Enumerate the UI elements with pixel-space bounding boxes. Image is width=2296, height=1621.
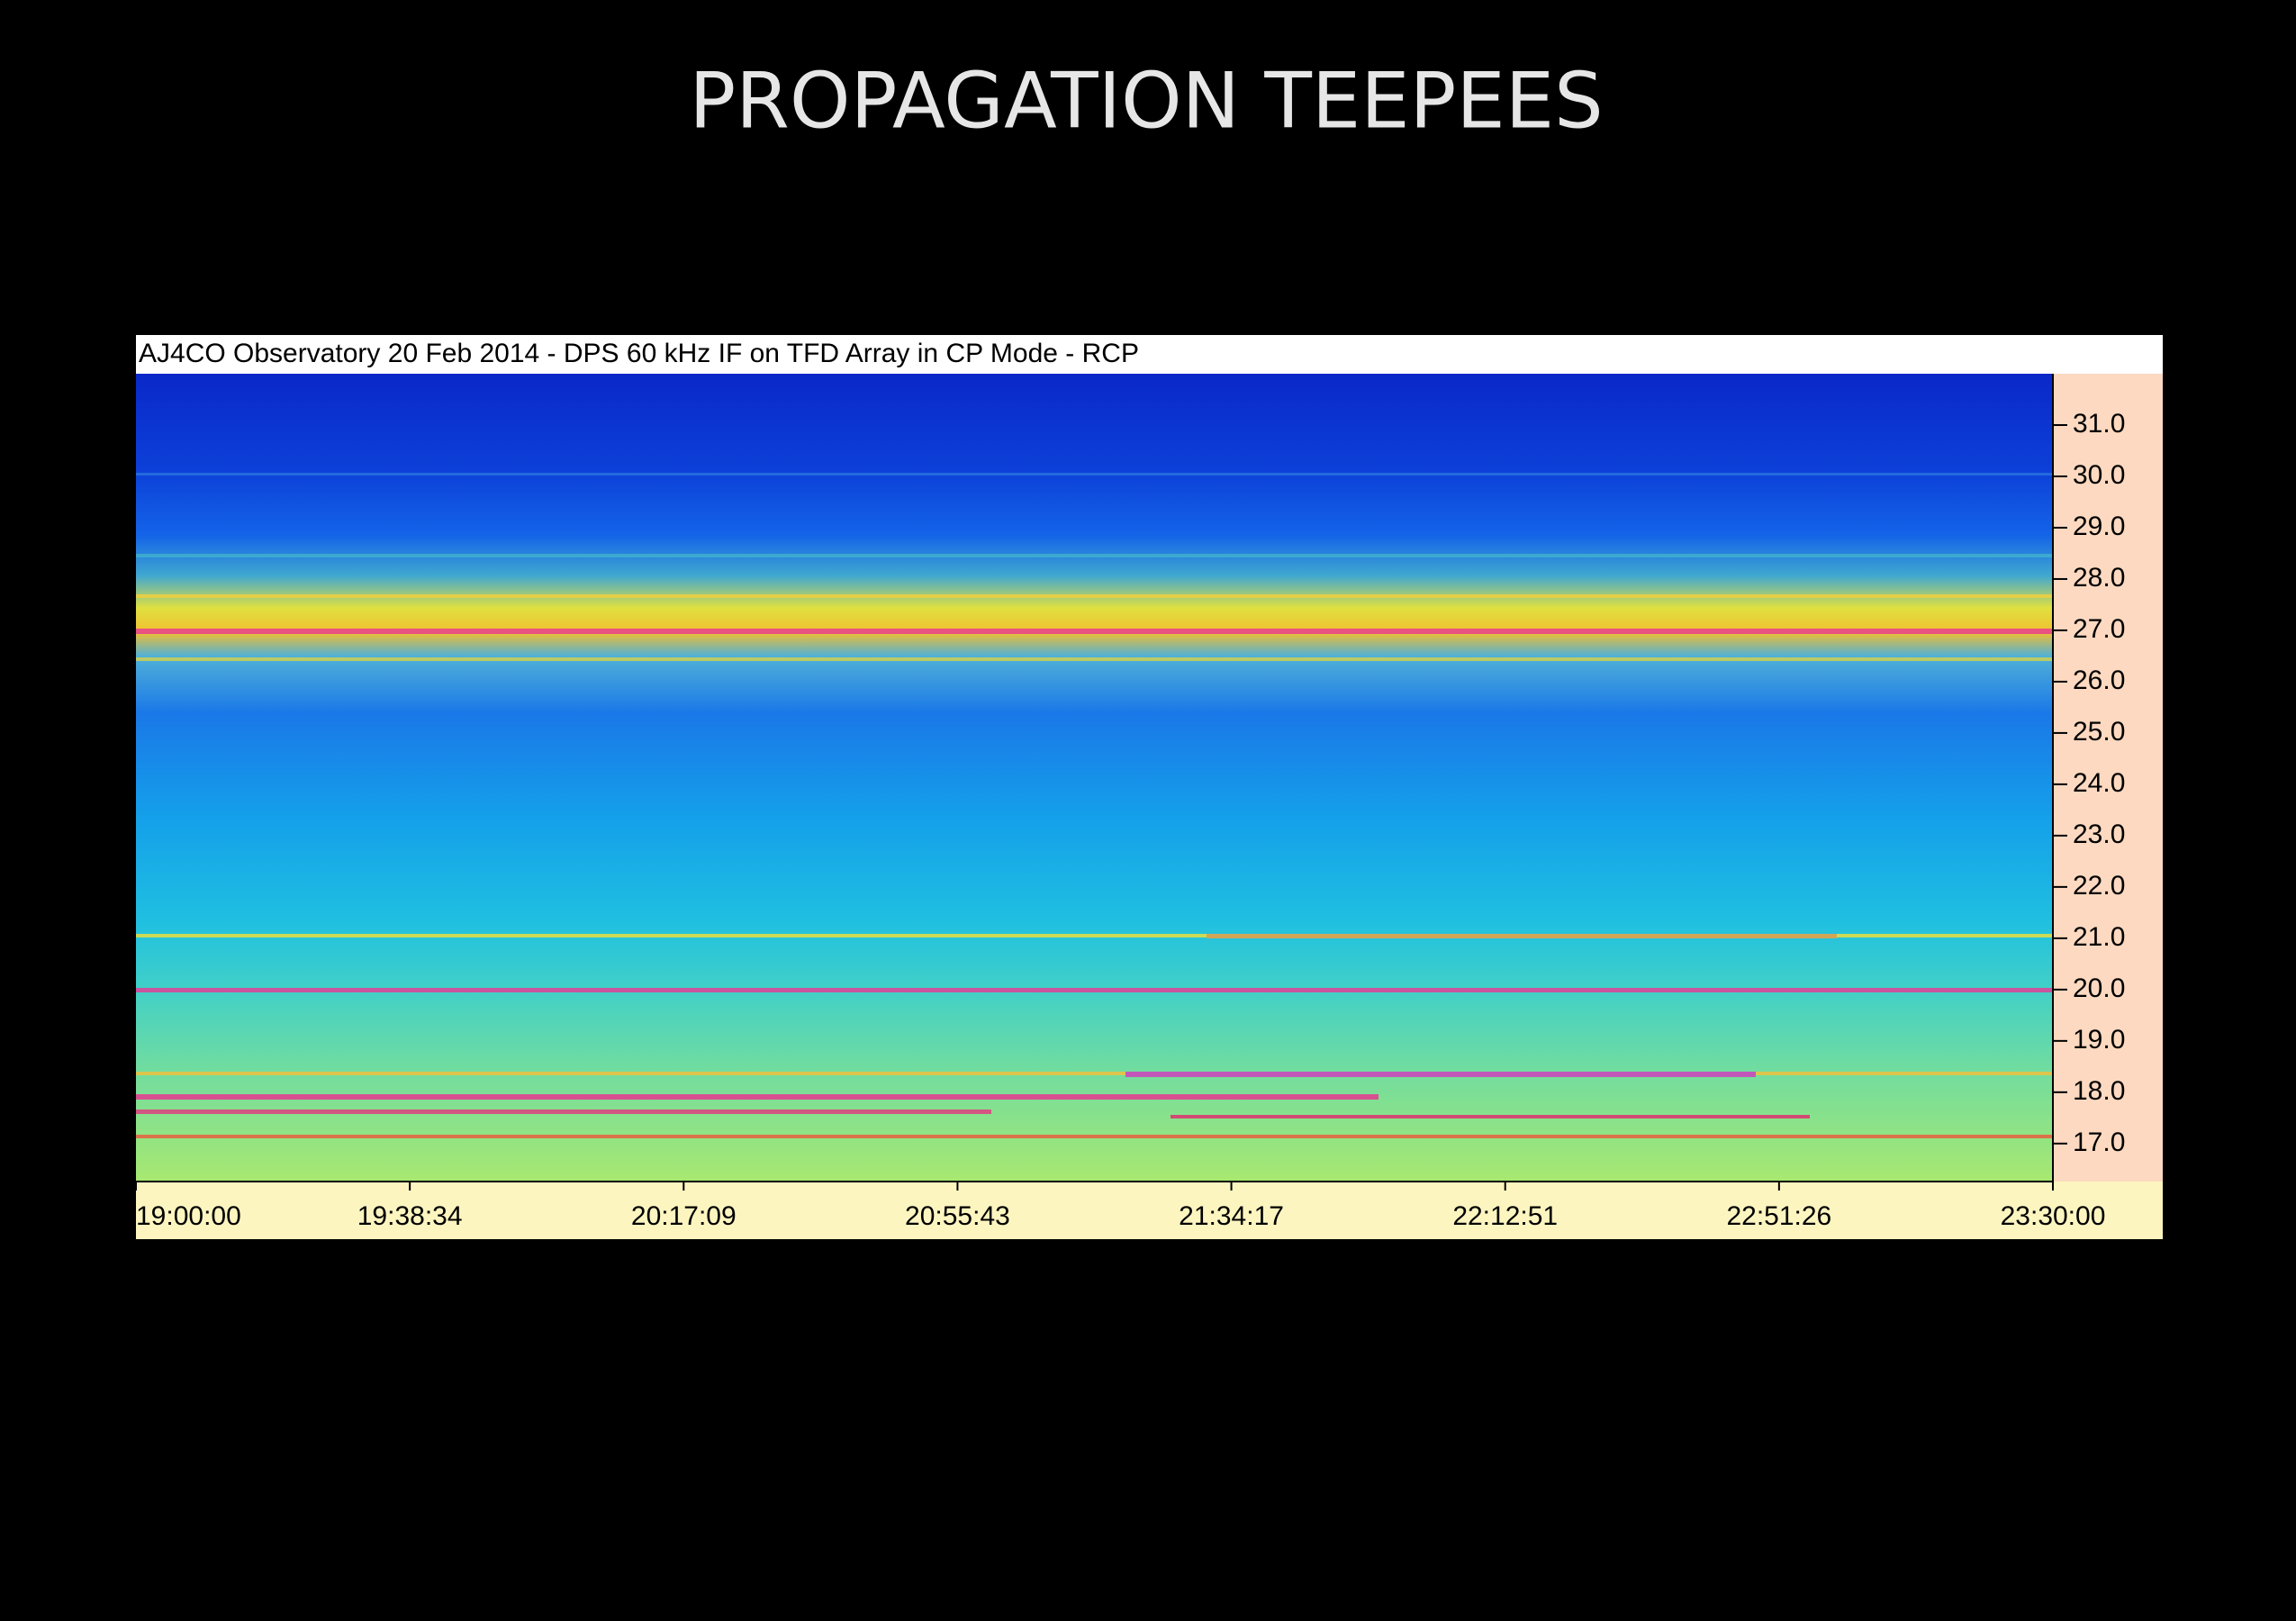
page-title: PROPAGATION TEEPEES bbox=[689, 56, 1603, 146]
y-tick-label: 23.0 bbox=[2073, 820, 2125, 849]
y-tick-label: 28.0 bbox=[2073, 563, 2125, 593]
y-tick-label: 27.0 bbox=[2073, 614, 2125, 644]
y-axis-panel bbox=[2053, 374, 2163, 1182]
x-tick-label: 21:34:17 bbox=[1179, 1201, 1284, 1231]
title-bar bbox=[136, 335, 2163, 374]
y-tick-label: 19.0 bbox=[2073, 1025, 2125, 1055]
chart-title: AJ4CO Observatory 20 Feb 2014 - DPS 60 k… bbox=[139, 339, 1139, 368]
x-tick-label: 19:38:34 bbox=[357, 1201, 463, 1231]
y-tick-label: 20.0 bbox=[2073, 974, 2125, 1003]
spectrogram-texture bbox=[136, 473, 2053, 1138]
y-tick-label: 22.0 bbox=[2073, 871, 2125, 901]
y-tick-label: 29.0 bbox=[2073, 512, 2125, 541]
y-tick-label: 26.0 bbox=[2073, 666, 2125, 695]
y-tick-label: 24.0 bbox=[2073, 768, 2125, 798]
x-tick-label: 20:55:43 bbox=[905, 1201, 1010, 1231]
x-tick-label: 20:17:09 bbox=[631, 1201, 737, 1231]
y-tick-label: 30.0 bbox=[2073, 460, 2125, 490]
spectrogram bbox=[136, 374, 2053, 1182]
y-tick-label: 18.0 bbox=[2073, 1076, 2125, 1106]
y-tick-label: 31.0 bbox=[2073, 409, 2125, 439]
x-axis-panel bbox=[136, 1182, 2163, 1239]
x-tick-label: 22:51:26 bbox=[1726, 1201, 1831, 1231]
x-tick-label: 22:12:51 bbox=[1452, 1201, 1558, 1231]
chart: AJ4CO Observatory 20 Feb 2014 - DPS 60 k… bbox=[135, 335, 2163, 1239]
x-tick-label: 23:30:00 bbox=[2001, 1201, 2106, 1231]
y-tick-label: 17.0 bbox=[2073, 1127, 2125, 1157]
x-tick-label: 19:00:00 bbox=[136, 1201, 241, 1231]
y-tick-label: 25.0 bbox=[2073, 717, 2125, 747]
y-tick-label: 21.0 bbox=[2073, 922, 2125, 952]
